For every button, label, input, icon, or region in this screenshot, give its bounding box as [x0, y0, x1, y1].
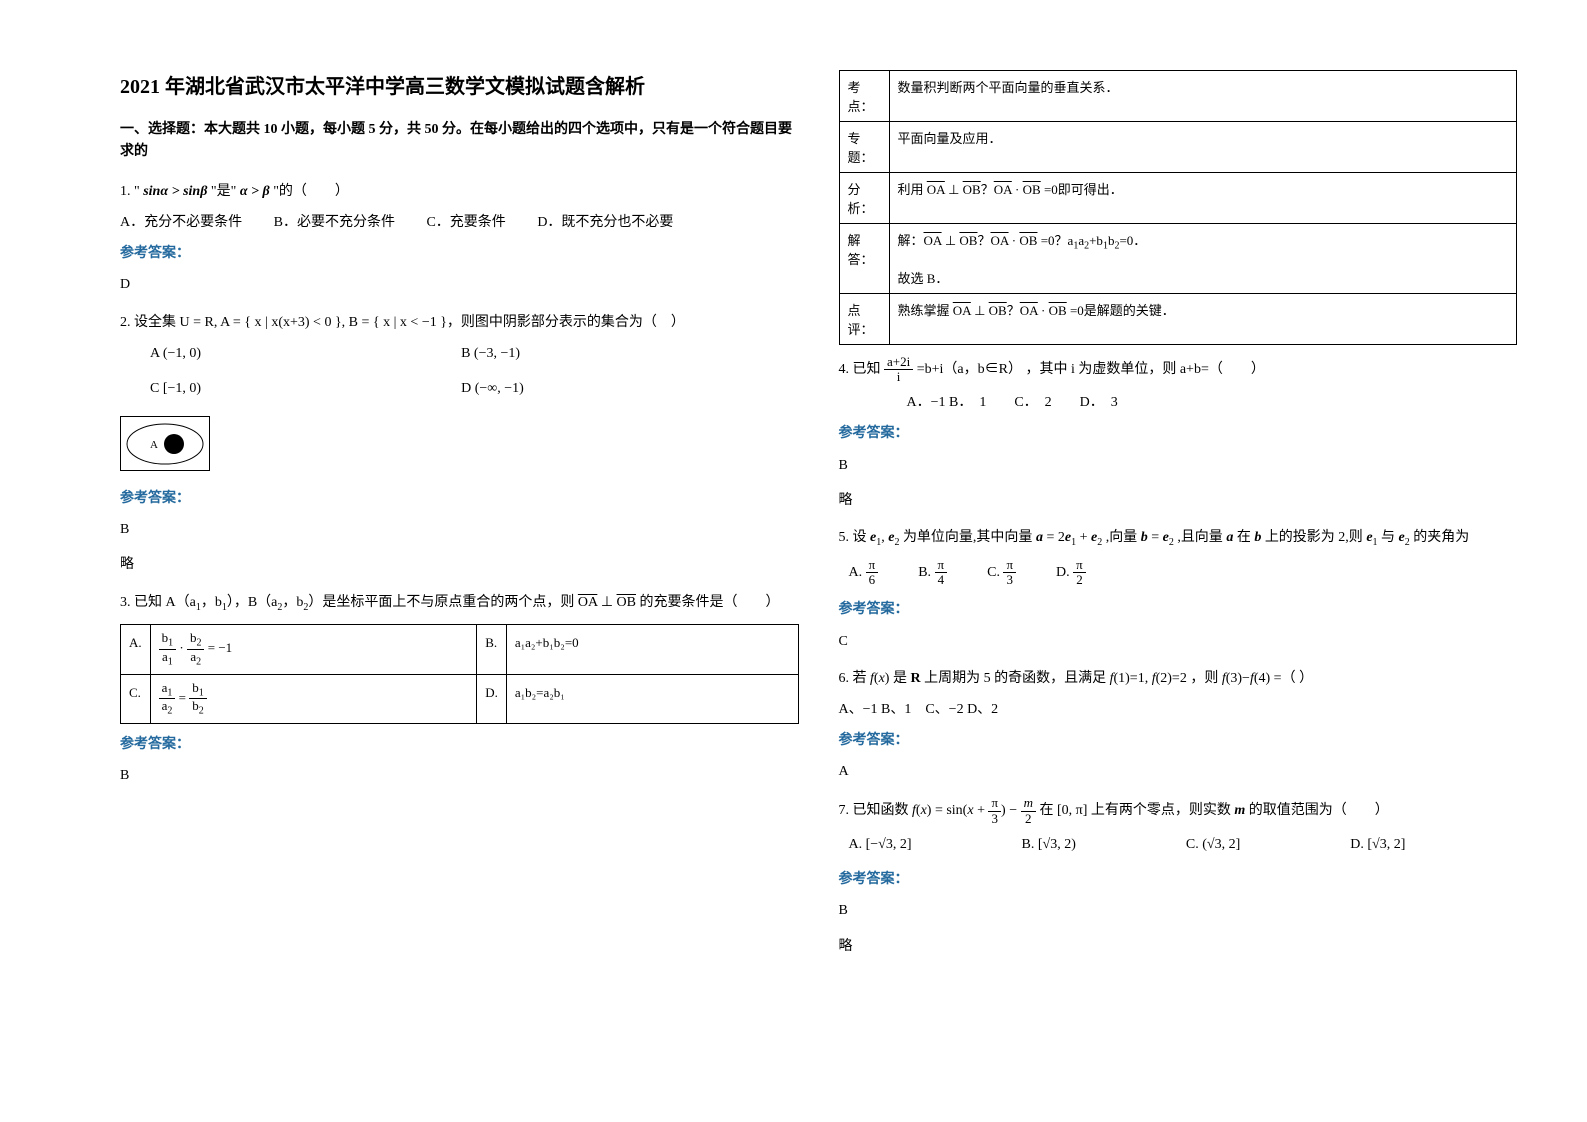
q3-B: a₁a₂+b₁b₂=0	[506, 625, 798, 674]
question-7: 7. 已知函数 f(x) = sin(x + π3) − m2 在 [0, π]…	[839, 796, 1518, 958]
kt-r1a: 考点：	[839, 71, 889, 122]
kt-r3a: 分析：	[839, 173, 889, 224]
kt-r2a: 专题：	[839, 122, 889, 173]
q5-ans-label: 参考答案：	[839, 597, 1518, 622]
q2-B-lab: B	[461, 346, 470, 361]
kt-r5b: 熟练掌握 OA ⊥ OB？OA · OB =0是解题的关键．	[889, 293, 1517, 344]
kt-r1b: 数量积判断两个平面向量的垂直关系．	[889, 71, 1517, 122]
q6-ans-label: 参考答案：	[839, 728, 1518, 753]
q3-stem-text: 3. 已知 A（a1，b1），B（a2，b2）是坐标平面上不与原点重合的两个点，…	[120, 595, 780, 610]
venn-label-B: B	[186, 439, 193, 451]
q4-frac: a+2ii	[884, 355, 913, 385]
q7-optD: D. [√3, 2]	[1350, 832, 1405, 857]
question-4: 4. 已知 a+2ii =b+i（a，b∈R） ，其中 i 为虚数单位，则 a+…	[839, 355, 1518, 513]
page-title: 2021 年湖北省武汉市太平洋中学高三数学文模拟试题含解析	[120, 70, 799, 99]
q5-optB: B. π4	[918, 558, 947, 588]
q4-ans: B	[839, 453, 1518, 478]
venn-diagram: A B	[120, 416, 210, 471]
q1-ans-label: 参考答案：	[120, 241, 799, 266]
q1-optA: A．充分不必要条件	[120, 215, 242, 230]
q3-ans: B	[120, 763, 799, 788]
question-2: 2. 设全集 U = R, A = { x | x(x+3) < 0 }, B …	[120, 310, 799, 578]
q3-option-table: A. b1a1 · b2a2 = −1 B. a₁a₂+b₁b₂=0 C. a1…	[120, 624, 799, 723]
q7-ans: B	[839, 898, 1518, 923]
q4-note: 略	[839, 488, 1518, 513]
kt-r2b: 平面向量及应用．	[889, 122, 1517, 173]
q6-opts: A、−1 B、1 C、−2 D、2	[839, 697, 1518, 722]
q2-A-lab: A	[150, 346, 159, 361]
q2-D-lab: D	[461, 381, 471, 396]
q6-stem: 6. 若 f(x) 是 R 上周期为 5 的奇函数，且满足 f(1)=1, f(…	[839, 666, 1518, 691]
q7-optA: A. [−√3, 2]	[849, 832, 912, 857]
kt-r4b: 解：OA ⊥ OB？OA · OB =0？a1a2+b1b2=0．故选 B．	[889, 224, 1517, 294]
q7-optB: B. [√3, 2)	[1022, 832, 1076, 857]
q2-C-val: [−1, 0)	[163, 381, 201, 396]
q2-D-val: (−∞, −1)	[475, 381, 524, 396]
q4-ans-label: 参考答案：	[839, 421, 1518, 446]
q1-math2: α > β	[240, 184, 270, 199]
q4-stem2: =b+i（a，b∈R）	[917, 362, 1022, 377]
question-3: 3. 已知 A（a1，b1），B（a2，b2）是坐标平面上不与原点重合的两个点，…	[120, 590, 799, 789]
q4-stem1: 4. 已知	[839, 362, 885, 377]
kt-r5a: 点评：	[839, 293, 889, 344]
question-1: 1. " sinα > sinβ "是" α > β "的（ ） A．充分不必要…	[120, 179, 799, 298]
q1-ans: D	[120, 272, 799, 297]
q3-C: a1a2 = b1b2	[150, 674, 477, 723]
kt-r3b: 利用 OA ⊥ OB？OA · OB =0即可得出．	[889, 173, 1517, 224]
question-6: 6. 若 f(x) 是 R 上周期为 5 的奇函数，且满足 f(1)=1, f(…	[839, 666, 1518, 785]
q5-stem: 5. 设 e1, e2 为单位向量,其中向量 a = 2e1 + e2 ,向量 …	[839, 525, 1518, 552]
q7-stem: 7. 已知函数 f(x) = sin(x + π3) − m2 在 [0, π]…	[839, 796, 1518, 826]
left-column: 2021 年湖北省武汉市太平洋中学高三数学文模拟试题含解析 一、选择题：本大题共…	[100, 70, 819, 1092]
q3-C-lab: C.	[121, 674, 151, 723]
q3-A-lab: A.	[121, 625, 151, 674]
venn-label-A: A	[150, 439, 158, 451]
q2-ans-label: 参考答案：	[120, 486, 799, 511]
venn-svg: A B	[122, 419, 208, 469]
q2-B-val: (−3, −1)	[474, 346, 520, 361]
kt-r4a: 解答：	[839, 224, 889, 294]
q6-ans: A	[839, 759, 1518, 784]
q5-ans: C	[839, 629, 1518, 654]
q5-optD: D. π2	[1056, 558, 1086, 588]
q1-mid: "是"	[211, 184, 236, 199]
q7-ans-label: 参考答案：	[839, 867, 1518, 892]
q2-stem: 2. 设全集 U = R, A = { x | x(x+3) < 0 }, B …	[120, 310, 799, 335]
section-heading: 一、选择题：本大题共 10 小题，每小题 5 分，共 50 分。在每小题给出的四…	[120, 119, 799, 164]
q3-ans-label: 参考答案：	[120, 732, 799, 757]
q3-B-lab: B.	[477, 625, 507, 674]
q1-prefix: 1. "	[120, 184, 140, 199]
q1-suffix: "的（ ）	[273, 184, 349, 199]
question-5: 5. 设 e1, e2 为单位向量,其中向量 a = 2e1 + e2 ,向量 …	[839, 525, 1518, 654]
q1-optC: C．充要条件	[426, 215, 505, 230]
q3-analysis-table: 考点：数量积判断两个平面向量的垂直关系． 专题：平面向量及应用． 分析：利用 O…	[839, 70, 1518, 345]
q5-optA: A. π6	[849, 558, 879, 588]
q5-optC: C. π3	[987, 558, 1016, 588]
q3-D: a₁b₂=a₂b₁	[506, 674, 798, 723]
q1-math1: sinα > sinβ	[143, 184, 207, 199]
q2-ans: B	[120, 517, 799, 542]
q1-optB: B．必要不充分条件	[274, 215, 395, 230]
q2-A-val: (−1, 0)	[163, 346, 201, 361]
q2-C-lab: C	[150, 381, 159, 396]
q7-note: 略	[839, 934, 1518, 959]
q3-A: b1a1 · b2a2 = −1	[150, 625, 477, 674]
q4-stem3: ，其中 i 为虚数单位，则 a+b=（ ）	[1025, 362, 1264, 377]
q2-note: 略	[120, 552, 799, 577]
q4-opts: A．−1 B． 1 C． 2 D． 3	[879, 390, 1518, 415]
q7-optC: C. (√3, 2]	[1186, 832, 1240, 857]
q3-D-lab: D.	[477, 674, 507, 723]
q1-optD: D．既不充分也不必要	[537, 215, 673, 230]
right-column: 考点：数量积判断两个平面向量的垂直关系． 专题：平面向量及应用． 分析：利用 O…	[819, 70, 1538, 1092]
